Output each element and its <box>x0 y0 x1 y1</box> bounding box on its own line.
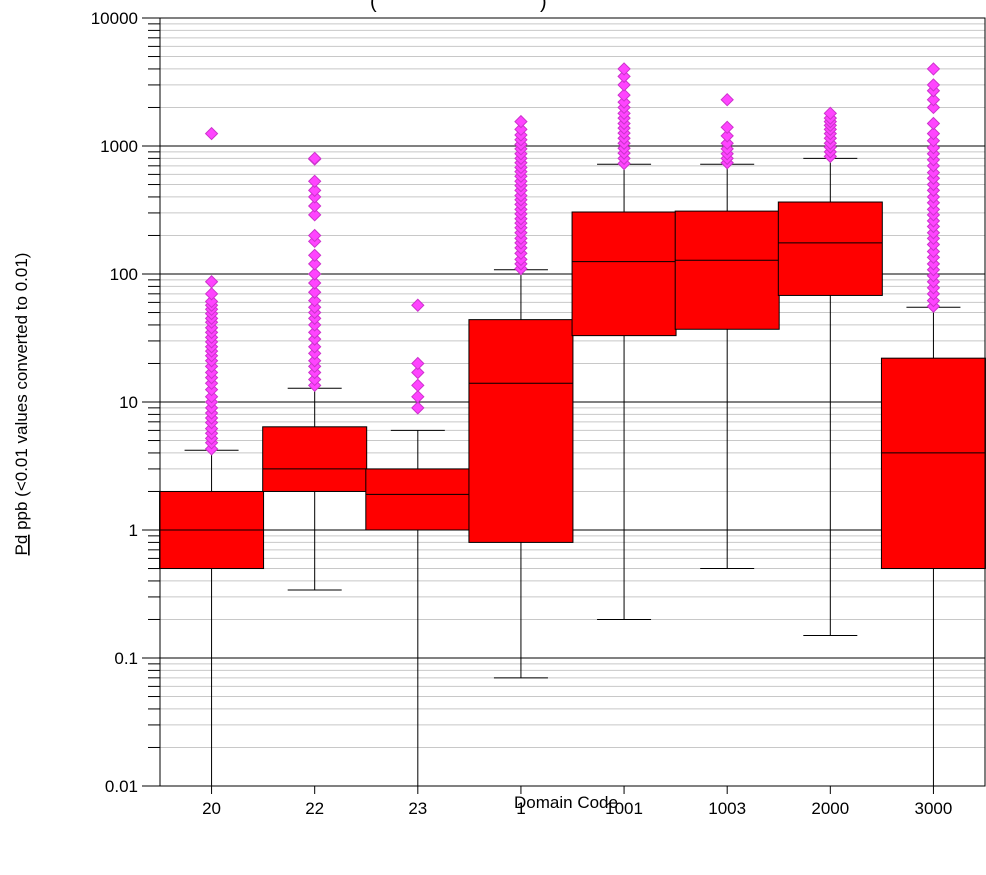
outlier-point <box>307 332 322 346</box>
outlier-point <box>617 78 631 92</box>
outlier-point <box>307 257 322 271</box>
x-tick-label: 1003 <box>708 799 746 818</box>
outlier-point <box>926 92 941 107</box>
outlier-point <box>411 389 425 404</box>
outlier-point <box>204 126 219 141</box>
y-axis-label-text: ppb (<0.01 values converted to 0.01) <box>12 253 31 535</box>
outlier-point <box>926 126 941 141</box>
outlier-point <box>204 389 219 404</box>
outlier-point <box>617 62 631 76</box>
x-tick-label: 22 <box>305 799 324 818</box>
outlier-point <box>307 199 322 213</box>
outlier-point <box>514 114 528 129</box>
box-1001 <box>571 163 677 620</box>
x-axis-label: Domain Code <box>514 793 618 812</box>
outlier-point <box>617 95 631 109</box>
outlier-point <box>307 228 322 243</box>
outlier-point <box>926 244 941 259</box>
outlier-point <box>514 122 528 137</box>
outlier-point <box>411 365 425 380</box>
outlier-point <box>720 92 734 107</box>
outlier-point <box>307 267 322 281</box>
outlier-point <box>307 354 322 368</box>
outlier-point <box>307 340 322 354</box>
y-tick-label: 0.1 <box>114 649 138 668</box>
box-2000 <box>777 157 883 636</box>
outlier-point <box>411 356 425 371</box>
outlier-point <box>720 136 734 150</box>
y-axis-label-element: Pd <box>12 535 31 556</box>
outlier-point <box>307 285 322 299</box>
outlier-point <box>204 294 219 309</box>
box-20 <box>159 449 265 786</box>
boxes <box>159 157 986 786</box>
y-tick-label: 10 <box>119 393 138 412</box>
y-axis-ticks: 0.01 0.1 1 10 100 1000 10000 <box>91 9 160 796</box>
outlier-point <box>307 208 322 222</box>
box-rect <box>880 357 986 570</box>
box-23 <box>365 429 471 786</box>
box-rect <box>777 201 883 296</box>
outlier-point <box>720 129 734 143</box>
outlier-point <box>411 401 425 415</box>
x-tick-label: 23 <box>408 799 427 818</box>
box-1003 <box>674 163 780 570</box>
y-tick-label: 10000 <box>91 9 138 28</box>
outlier-point <box>926 100 941 115</box>
outlier-point <box>926 165 941 180</box>
outlier-point <box>307 276 322 290</box>
outlier-point <box>307 248 322 263</box>
y-tick-label: 100 <box>110 265 138 284</box>
outlier-point <box>617 69 631 84</box>
box-22 <box>262 387 368 591</box>
outlier-point <box>617 88 631 102</box>
box-3000 <box>880 306 986 786</box>
x-tick-label: 1 <box>516 799 525 818</box>
outlier-point <box>926 116 941 131</box>
outlier-point <box>926 293 941 308</box>
outlier-point <box>307 372 322 387</box>
outlier-point <box>307 325 322 340</box>
y-tick-label: 1 <box>129 521 138 540</box>
outlier-point <box>204 275 219 289</box>
outlier-point <box>926 140 941 155</box>
box-1 <box>468 269 574 679</box>
y-tick-label: 0.01 <box>105 777 138 796</box>
outlier-point <box>823 106 838 121</box>
outlier-point <box>720 120 734 135</box>
outlier-point <box>307 174 322 188</box>
box-rect <box>571 211 677 337</box>
outlier-point <box>204 287 219 301</box>
outlier-point <box>307 183 322 198</box>
box-rect <box>262 426 368 492</box>
box-rect <box>365 468 471 531</box>
x-tick-label: 3000 <box>915 799 953 818</box>
chart-title-close: ) <box>540 0 547 13</box>
y-axis-label: Pd ppb (<0.01 values converted to 0.01) <box>12 253 31 556</box>
y-tick-label: 1000 <box>100 137 138 156</box>
outlier-point <box>307 293 322 308</box>
box-rect <box>674 210 780 330</box>
outlier-point <box>926 62 941 76</box>
box-rect <box>468 319 574 543</box>
outlier-point <box>307 151 322 166</box>
outliers <box>204 62 941 456</box>
x-tick-label: 20 <box>202 799 221 818</box>
x-tick-label: 1001 <box>605 799 643 818</box>
chart-title-open: ( <box>370 0 377 13</box>
outlier-point <box>411 298 425 312</box>
outlier-point <box>926 133 941 148</box>
outlier-point <box>411 378 425 393</box>
outlier-point <box>926 78 941 92</box>
x-tick-label: 2000 <box>811 799 849 818</box>
x-axis-ticks: 20 22 23 1 1001 1003 2000 3000 <box>202 786 952 818</box>
